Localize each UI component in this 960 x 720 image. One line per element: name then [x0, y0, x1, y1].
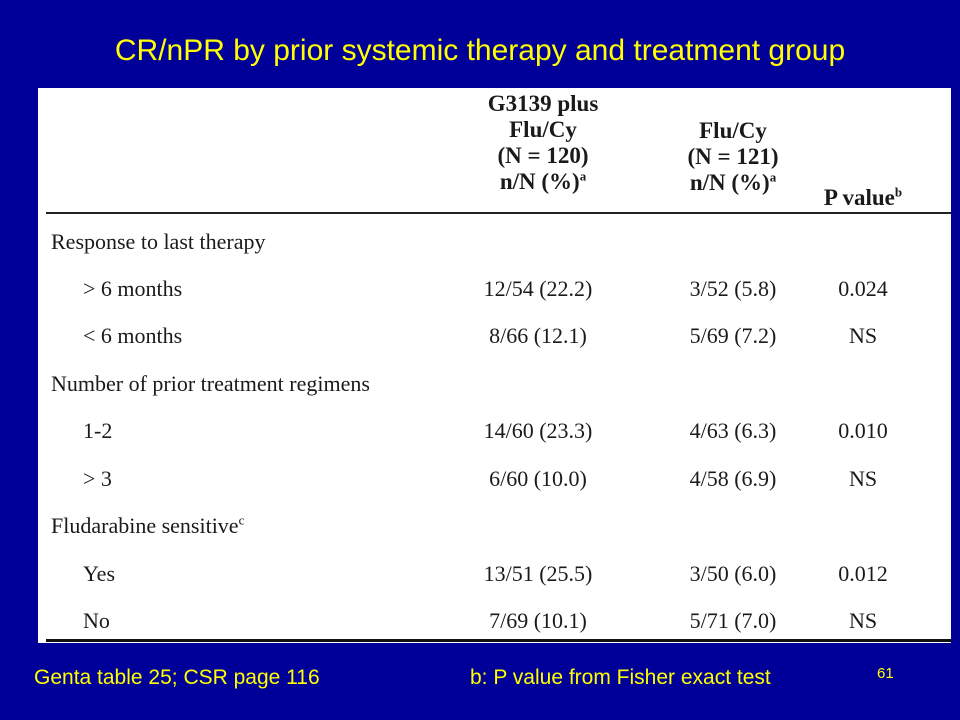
table-row: Fludarabine sensitivec — [38, 511, 951, 541]
cell-flucy: 3/50 (6.0) — [689, 561, 777, 586]
cell-flucy: 4/58 (6.9) — [689, 466, 777, 491]
cell-g3139-flucy: 12/54 (22.2) — [483, 276, 593, 301]
table-row: > 6 months 12/54 (22.2) 3/52 (5.8) 0.024 — [38, 274, 951, 304]
row-label-subgroup: Yes — [83, 561, 116, 586]
table-row: 1-2 14/60 (23.3) 4/63 (6.3) 0.010 — [38, 416, 951, 446]
row-label-subgroup: 1-2 — [83, 418, 113, 443]
header-p-value: P valueb — [783, 185, 943, 211]
header-g3139-flucy: G3139 plus Flu/Cy (N = 120) n/N (%)a — [443, 91, 643, 195]
header-line: Flu/Cy — [699, 118, 767, 143]
row-label-subgroup: No — [83, 608, 110, 633]
table-row: Yes 13/51 (25.5) 3/50 (6.0) 0.012 — [38, 559, 951, 589]
cell-p-value: NS — [848, 466, 878, 491]
page-number: 61 — [877, 665, 894, 682]
cell-g3139-flucy: 6/60 (10.0) — [489, 466, 587, 491]
row-label-subgroup: > 6 months — [83, 276, 183, 301]
row-label-category: Fludarabine sensitivec — [51, 512, 245, 538]
cell-p-value: NS — [848, 608, 878, 633]
cell-g3139-flucy: 7/69 (10.1) — [489, 608, 587, 633]
row-label-subgroup: > 3 — [83, 466, 112, 491]
header-line: G3139 plus — [487, 91, 599, 116]
cell-p-value: 0.012 — [838, 561, 888, 586]
header-line: (N = 120) — [497, 143, 589, 168]
footnote-marker: a — [769, 169, 777, 185]
header-line: n/N (%)a — [689, 169, 777, 195]
header-line: Flu/Cy — [509, 117, 577, 142]
cell-p-value: NS — [848, 323, 878, 348]
cell-p-value: 0.024 — [838, 276, 888, 301]
footnote-b: b: P value from Fisher exact test — [470, 666, 771, 689]
table-header-rule — [46, 212, 951, 214]
header-line: P valueb — [823, 184, 903, 210]
header-flucy: Flu/Cy (N = 121) n/N (%)a — [643, 118, 823, 196]
table-bottom-rule — [46, 639, 951, 642]
source-note: Genta table 25; CSR page 116 — [34, 666, 320, 689]
footnote-marker: c — [238, 512, 245, 528]
cell-g3139-flucy: 13/51 (25.5) — [483, 561, 593, 586]
table-row: No 7/69 (10.1) 5/71 (7.0) NS — [38, 606, 951, 636]
table-row: > 3 6/60 (10.0) 4/58 (6.9) NS — [38, 464, 951, 494]
cell-flucy: 4/63 (6.3) — [689, 418, 777, 443]
footnote-marker: a — [579, 168, 587, 184]
slide-title: CR/nPR by prior systemic therapy and tre… — [114, 34, 846, 67]
cell-flucy: 5/71 (7.0) — [689, 608, 777, 633]
header-line: (N = 121) — [687, 144, 779, 169]
row-label-subgroup: < 6 months — [83, 323, 183, 348]
footnote-marker: b — [894, 184, 903, 200]
cell-p-value: 0.010 — [838, 418, 888, 443]
header-line: n/N (%)a — [499, 168, 587, 194]
cell-flucy: 5/69 (7.2) — [689, 323, 777, 348]
table-row: Response to last therapy — [38, 227, 951, 257]
table-row: < 6 months 8/66 (12.1) 5/69 (7.2) NS — [38, 321, 951, 351]
row-label-category: Response to last therapy — [51, 229, 266, 254]
cell-g3139-flucy: 8/66 (12.1) — [489, 323, 587, 348]
row-label-category: Number of prior treatment regimens — [51, 371, 370, 396]
cell-g3139-flucy: 14/60 (23.3) — [483, 418, 593, 443]
results-table: G3139 plus Flu/Cy (N = 120) n/N (%)a Flu… — [38, 88, 951, 643]
table-row: Number of prior treatment regimens — [38, 369, 951, 399]
cell-flucy: 3/52 (5.8) — [689, 276, 777, 301]
